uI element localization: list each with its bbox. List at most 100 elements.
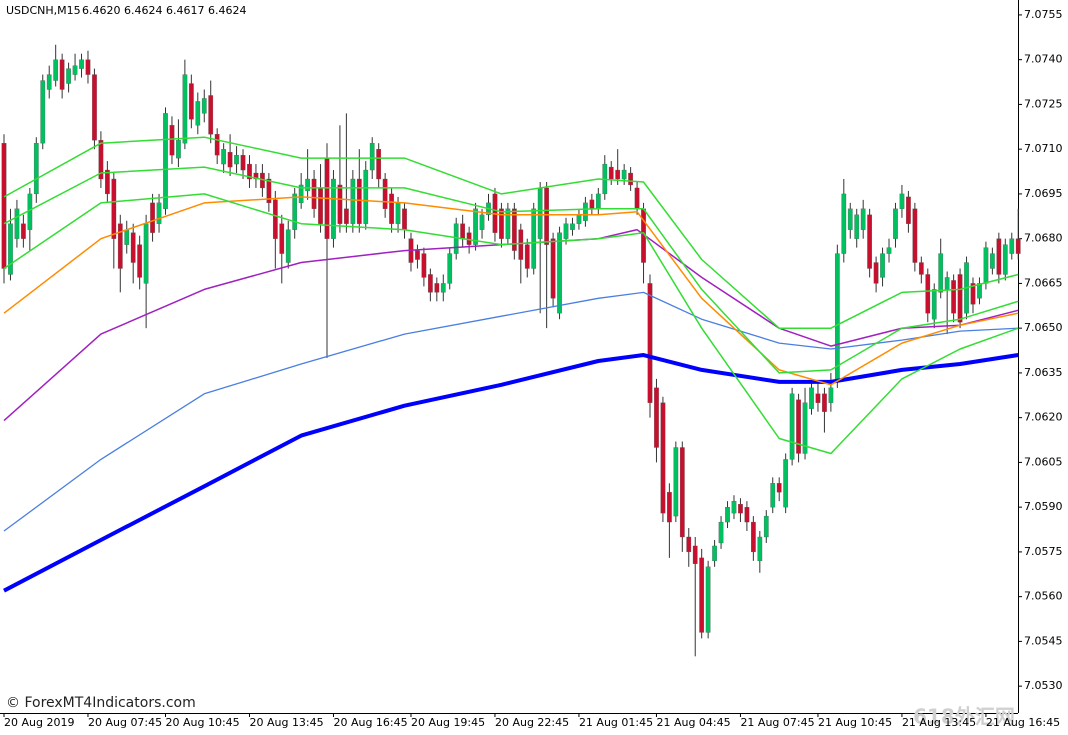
candle-body	[880, 253, 885, 278]
candle-body	[59, 59, 65, 90]
candle-body	[46, 74, 52, 90]
candle-body	[511, 208, 517, 251]
candle-body	[137, 244, 143, 278]
candle-body	[615, 169, 621, 180]
candle-body	[957, 274, 963, 323]
candle-body	[660, 402, 666, 514]
candle-body	[421, 253, 427, 278]
candle-body	[473, 208, 478, 245]
candle-body	[111, 178, 117, 239]
y-tick-label: 7.0530	[1024, 679, 1063, 692]
candle-body	[92, 74, 97, 141]
candle-body	[925, 274, 931, 314]
candle-body	[33, 143, 39, 195]
candle-body	[389, 193, 394, 224]
candle-body	[996, 238, 1002, 275]
candle-body	[938, 253, 944, 293]
candle-body	[156, 202, 162, 224]
candle-body	[789, 393, 795, 460]
candle-body	[899, 193, 905, 209]
candle-body	[1, 143, 7, 269]
candle-body	[712, 545, 717, 562]
candle-body	[679, 447, 685, 538]
candle-body	[524, 244, 530, 269]
candle-body	[369, 143, 375, 171]
candle-body	[809, 387, 814, 409]
candle-body	[621, 169, 627, 180]
candle-body	[692, 545, 698, 564]
x-tick-label: 21 Aug 07:45	[740, 716, 814, 729]
candle-body	[647, 283, 653, 403]
candle-body	[292, 193, 298, 230]
candle-body	[505, 208, 511, 239]
x-tick-label: 21 Aug 01:45	[579, 716, 653, 729]
candle-body	[770, 483, 776, 508]
candle-body	[667, 492, 672, 523]
candle-body	[654, 387, 659, 448]
candle-body	[85, 59, 91, 75]
candle-body	[182, 74, 188, 144]
indicator-line	[3, 193, 1019, 455]
x-tick-label: 20 Aug 10:45	[166, 716, 240, 729]
candle-body	[266, 178, 272, 204]
candle-body	[40, 80, 46, 144]
quote-value: 6.4624	[208, 4, 247, 17]
candle-body	[744, 507, 750, 523]
candle-body	[14, 208, 20, 239]
quote-value: 6.4620	[82, 4, 121, 17]
y-tick-label: 7.0740	[1024, 53, 1063, 66]
candle-body	[363, 169, 369, 224]
candle-body	[344, 208, 349, 224]
candle-body	[544, 187, 549, 245]
candle-body	[440, 283, 446, 293]
candle-body	[873, 262, 879, 284]
x-tick-label: 20 Aug 2019	[4, 716, 74, 729]
candle-body	[990, 253, 995, 269]
candle-body	[376, 149, 382, 180]
candle-body	[460, 223, 466, 239]
y-tick-label: 7.0635	[1024, 366, 1063, 379]
indicator-line	[3, 291, 1019, 532]
watermark: © ForexMT4Indicators.com	[6, 695, 196, 711]
candle-body	[1009, 238, 1015, 254]
y-tick-label: 7.0755	[1024, 8, 1063, 21]
logo-watermark: 618外汇网	[913, 705, 1015, 729]
candle-body	[893, 208, 898, 239]
candle-body	[757, 536, 763, 562]
candle-body	[124, 229, 130, 245]
candle-body	[834, 253, 840, 383]
candle-body	[686, 536, 692, 553]
candle-body	[634, 187, 640, 209]
candle-body	[977, 283, 982, 299]
candle-body	[841, 193, 847, 254]
candle-body	[227, 151, 233, 168]
candle-body	[1015, 238, 1021, 254]
quote-value: 6.4617	[166, 4, 205, 17]
candle-body	[240, 154, 246, 171]
candle-body	[337, 184, 343, 224]
y-tick-label: 7.0725	[1024, 97, 1063, 110]
x-tick-label: 20 Aug 13:45	[249, 716, 323, 729]
candle-body	[298, 184, 304, 204]
y-tick-label: 7.0680	[1024, 232, 1063, 245]
indicator-line	[3, 166, 1019, 374]
candle-body	[628, 172, 633, 186]
x-tick-label: 21 Aug 16:45	[986, 716, 1060, 729]
candle-body	[356, 178, 362, 224]
candle-body	[570, 223, 575, 230]
candle-body	[272, 199, 278, 239]
candle-body	[822, 393, 827, 412]
indicator-line	[3, 136, 1019, 329]
candle-body	[705, 566, 711, 633]
candle-body	[105, 169, 110, 195]
candle-body	[311, 178, 317, 209]
candle-body	[783, 459, 789, 508]
candle-body	[479, 214, 485, 230]
candle-body	[589, 199, 595, 209]
candle-body	[918, 262, 924, 275]
candle-body	[163, 113, 168, 209]
y-tick-label: 7.0695	[1024, 187, 1063, 200]
chart-title: USDCNH,M15	[6, 4, 81, 17]
candle-body	[944, 277, 950, 290]
candle-body	[886, 247, 892, 254]
